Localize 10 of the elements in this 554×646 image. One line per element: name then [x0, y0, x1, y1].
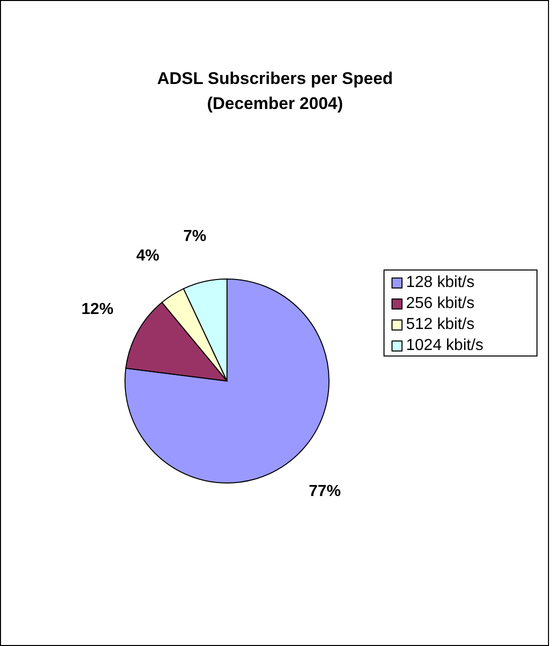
legend-label: 512 kbit/s [406, 316, 474, 334]
legend-label: 1024 kbit/s [406, 337, 484, 354]
data-label: 77% [308, 483, 341, 500]
legend-label: 256 kbit/s [406, 295, 474, 312]
chart-title: ADSL Subscribers per Speed (December 2004) [157, 69, 393, 113]
legend-label: 128 kbit/s [406, 274, 474, 292]
data-label: 4% [136, 247, 160, 264]
data-label: 7% [183, 228, 206, 245]
pie-slice [124, 278, 330, 484]
data-label: 12% [81, 300, 114, 318]
